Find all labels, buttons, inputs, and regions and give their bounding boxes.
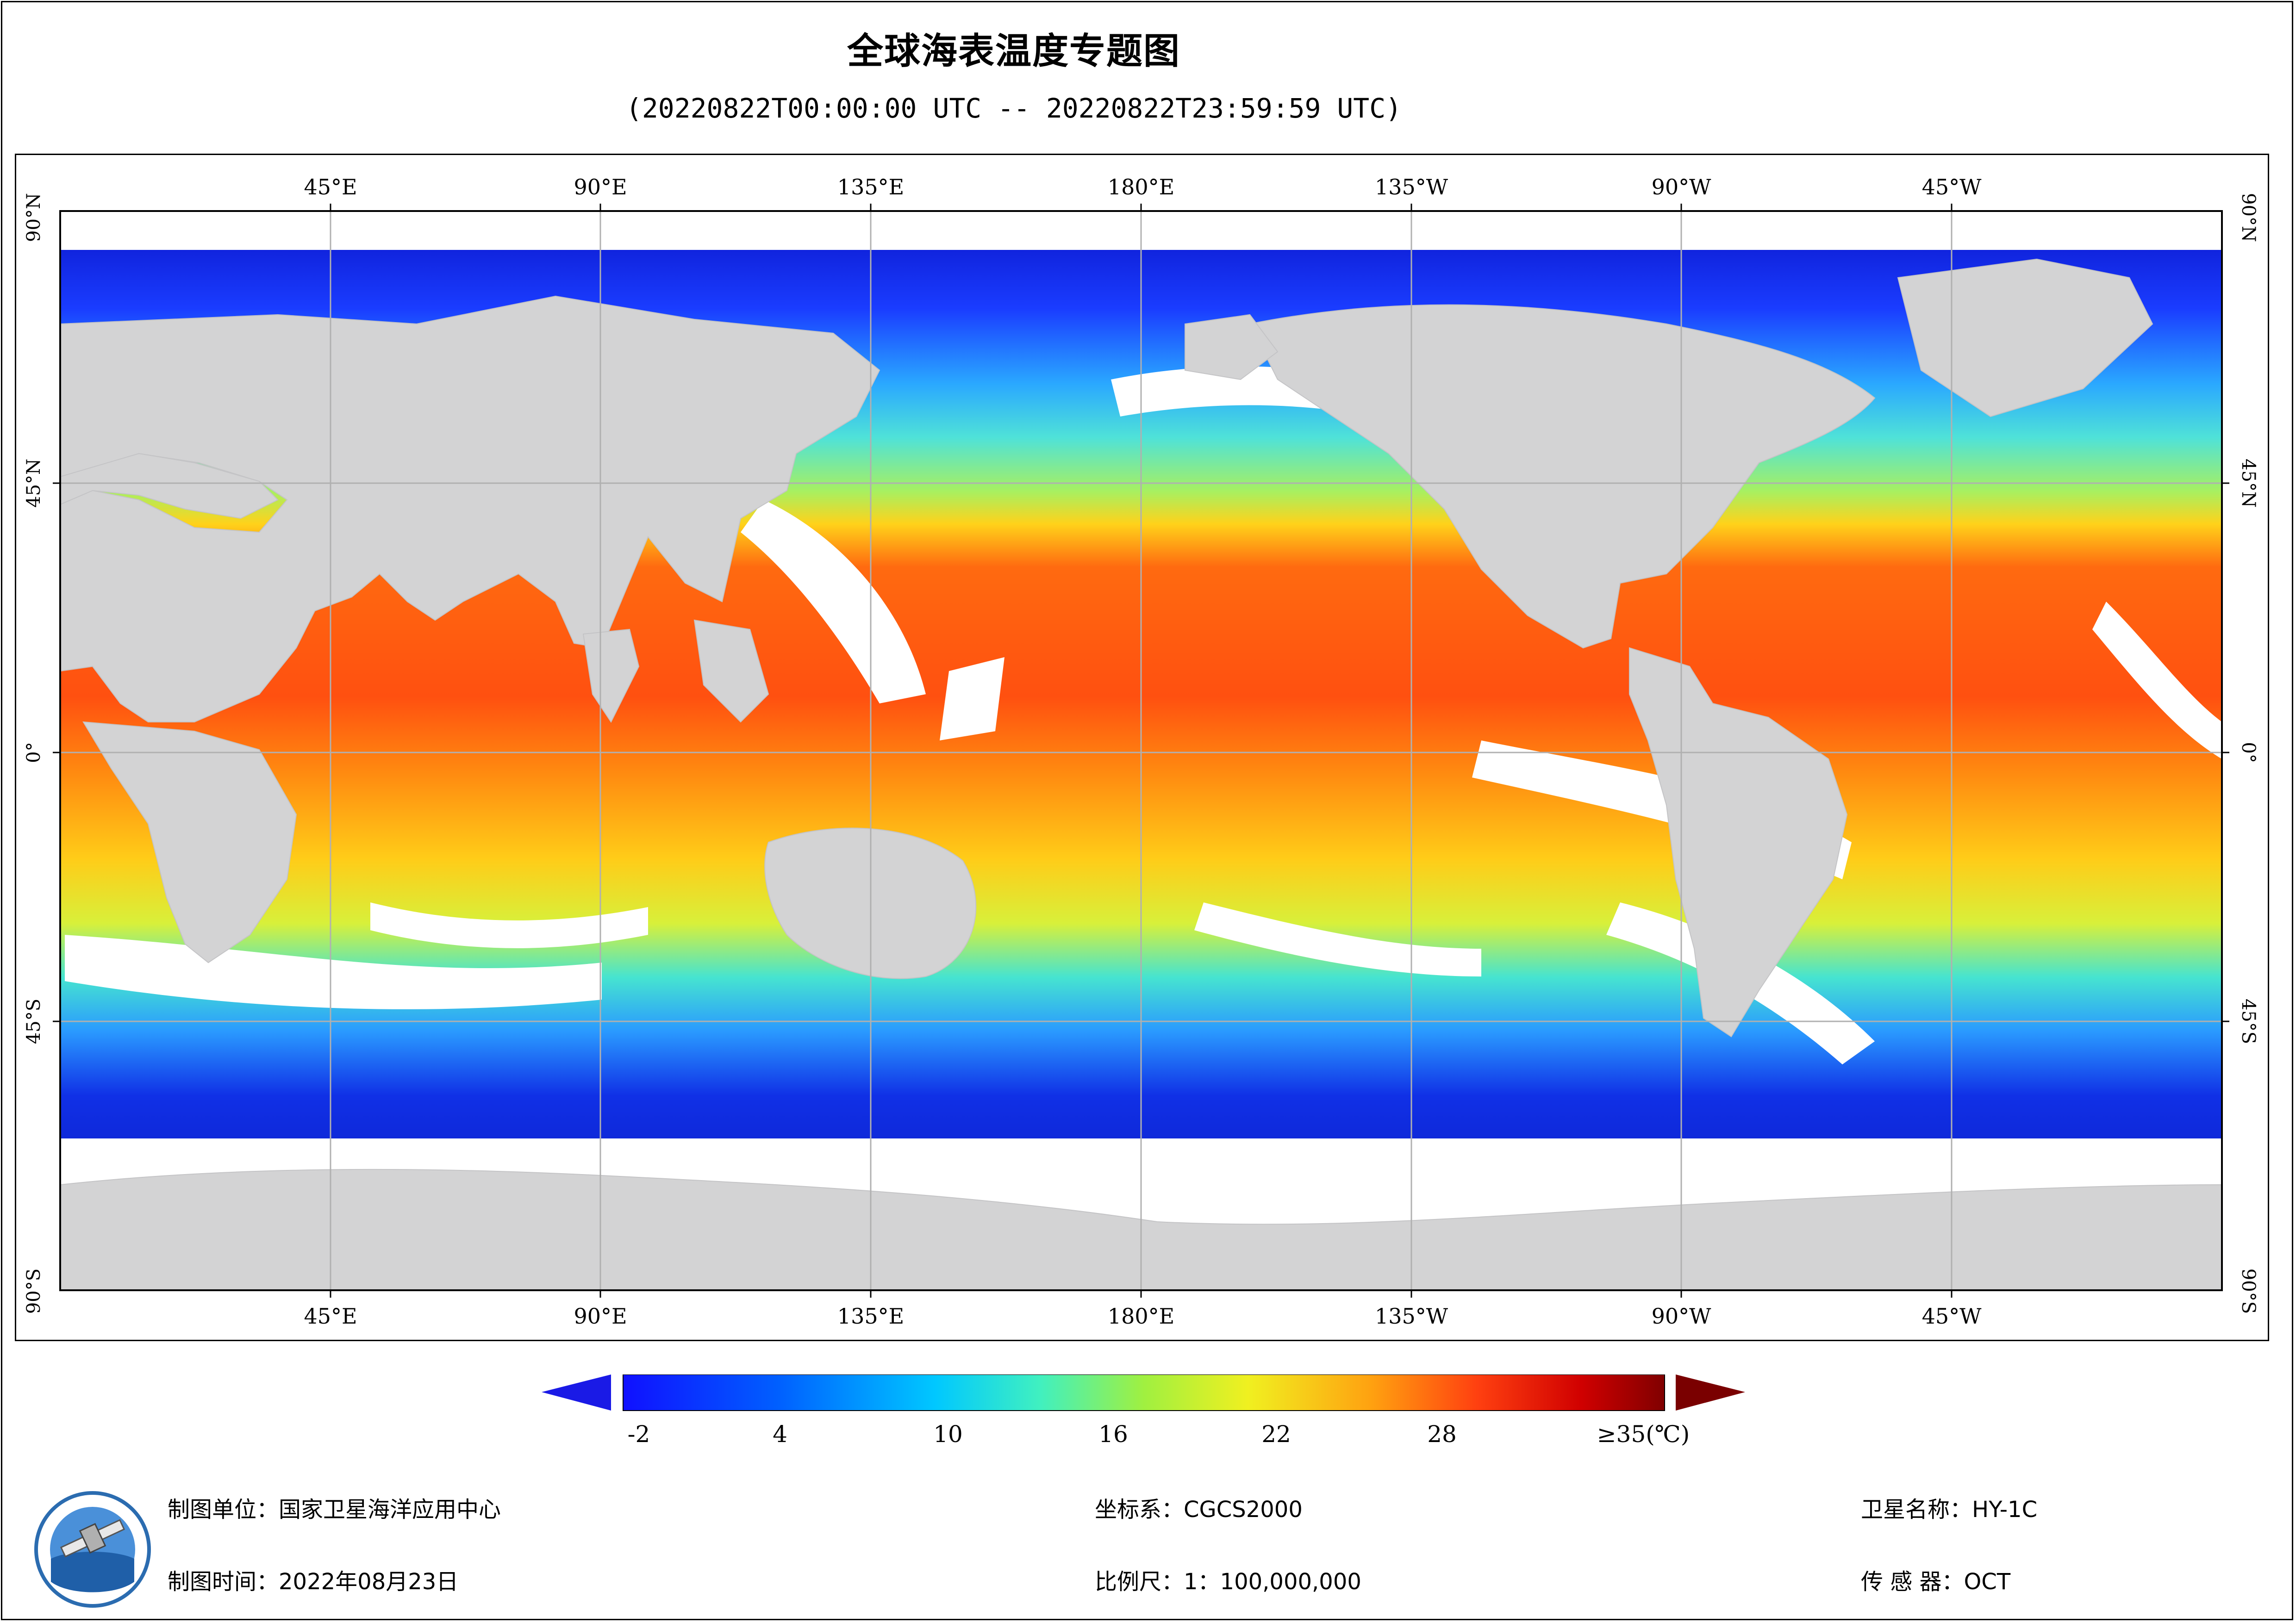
agency-logo [34,1491,151,1608]
graticule [60,211,2222,1290]
bottom-lon-label: 135°E [837,1304,904,1329]
top-lon-label: 135°W [1375,174,1448,199]
top-lon-label: 45°E [304,174,357,199]
left-lat-label: 90°N [23,193,44,242]
colorbar-tick-label: 10 [933,1421,963,1448]
colorbar-over-arrow [1676,1374,1745,1411]
bottom-lon-label: 90°E [574,1304,627,1329]
time-range-subtitle: (20220822T00:00:00 UTC -- 20220822T23:59… [625,93,1402,124]
date-text: 制图时间：2022年08月23日 [168,1569,459,1595]
top-lon-label: 90°W [1652,174,1712,199]
producer-text: 制图单位：国家卫星海洋应用中心 [168,1497,501,1523]
temperature-colorbar [542,1374,1745,1411]
top-lon-label: 90°E [574,174,627,199]
colorbar-gradient [623,1374,1665,1411]
colorbar-under-arrow [542,1374,611,1411]
bottom-lon-label: 135°W [1375,1304,1448,1329]
map-title: 全球海表温度专题图 [847,31,1180,72]
left-lat-label: 90°S [23,1269,44,1314]
right-lat-label: 0° [2238,742,2259,763]
map-frame [15,154,2269,1341]
top-lon-label: 180°E [1108,174,1174,199]
satellite-text: 卫星名称：HY-1C [1861,1497,2038,1523]
right-lat-label: 90°N [2238,193,2259,242]
top-lon-label: 45°W [1922,174,1982,199]
bottom-lon-label: 180°E [1108,1304,1174,1329]
colorbar-tick-label: 4 [773,1421,787,1448]
right-lat-label: 45°N [2238,459,2259,508]
bottom-lon-label: 45°W [1922,1304,1982,1329]
colorbar-tick-label: 22 [1261,1421,1291,1448]
colorbar-tick-label: ≥35(℃) [1597,1421,1690,1448]
sensor-text: 传 感 器：OCT [1861,1569,2011,1595]
colorbar-tick-label: 28 [1427,1421,1457,1448]
colorbar-tick-label: 16 [1098,1421,1128,1448]
left-lat-label: 45°S [23,999,44,1044]
colorbar-tick-label: -2 [627,1421,650,1448]
left-lat-label: 0° [23,742,44,763]
left-lat-label: 45°N [23,459,44,508]
crs-text: 坐标系：CGCS2000 [1095,1497,1303,1523]
right-lat-label: 45°S [2238,999,2259,1044]
right-lat-label: 90°S [2238,1269,2259,1314]
bottom-lon-label: 90°W [1652,1304,1712,1329]
sst-map[interactable]: 45°E 90°E 135°E 180°E 135°W 90°W 45°W 45… [0,0,2296,1342]
top-lon-label: 135°E [837,174,904,199]
scale-text: 比例尺：1：100,000,000 [1095,1569,1361,1595]
tick-marks [53,204,2229,1298]
bottom-lon-label: 45°E [304,1304,357,1329]
